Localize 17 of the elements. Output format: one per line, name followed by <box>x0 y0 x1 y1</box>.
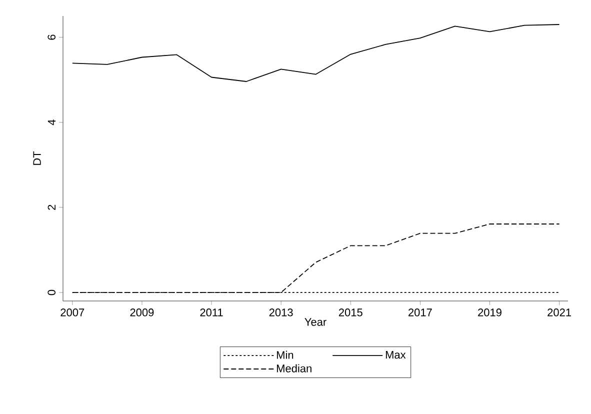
x-tick-label: 2007 <box>60 308 84 316</box>
legend-label: Min <box>276 350 294 359</box>
x-tick-label: 2021 <box>548 308 571 316</box>
legend-label: Max <box>386 350 406 359</box>
y-tick-label: 0 <box>48 290 56 296</box>
y-tick-label: 6 <box>48 34 56 40</box>
x-tick-label: 2017 <box>408 308 432 316</box>
x-axis-title: Year <box>304 318 326 326</box>
x-tick-label: 2015 <box>338 308 362 316</box>
y-tick-label: 2 <box>48 204 56 210</box>
x-tick-label: 2009 <box>130 308 154 316</box>
y-tick-label: 4 <box>48 120 56 126</box>
x-tick-label: 2013 <box>269 308 293 316</box>
legend-label: Median <box>276 364 312 372</box>
x-tick-label: 2019 <box>478 308 502 316</box>
x-tick-label: 2011 <box>200 308 223 316</box>
y-axis-title: DT <box>33 151 41 165</box>
